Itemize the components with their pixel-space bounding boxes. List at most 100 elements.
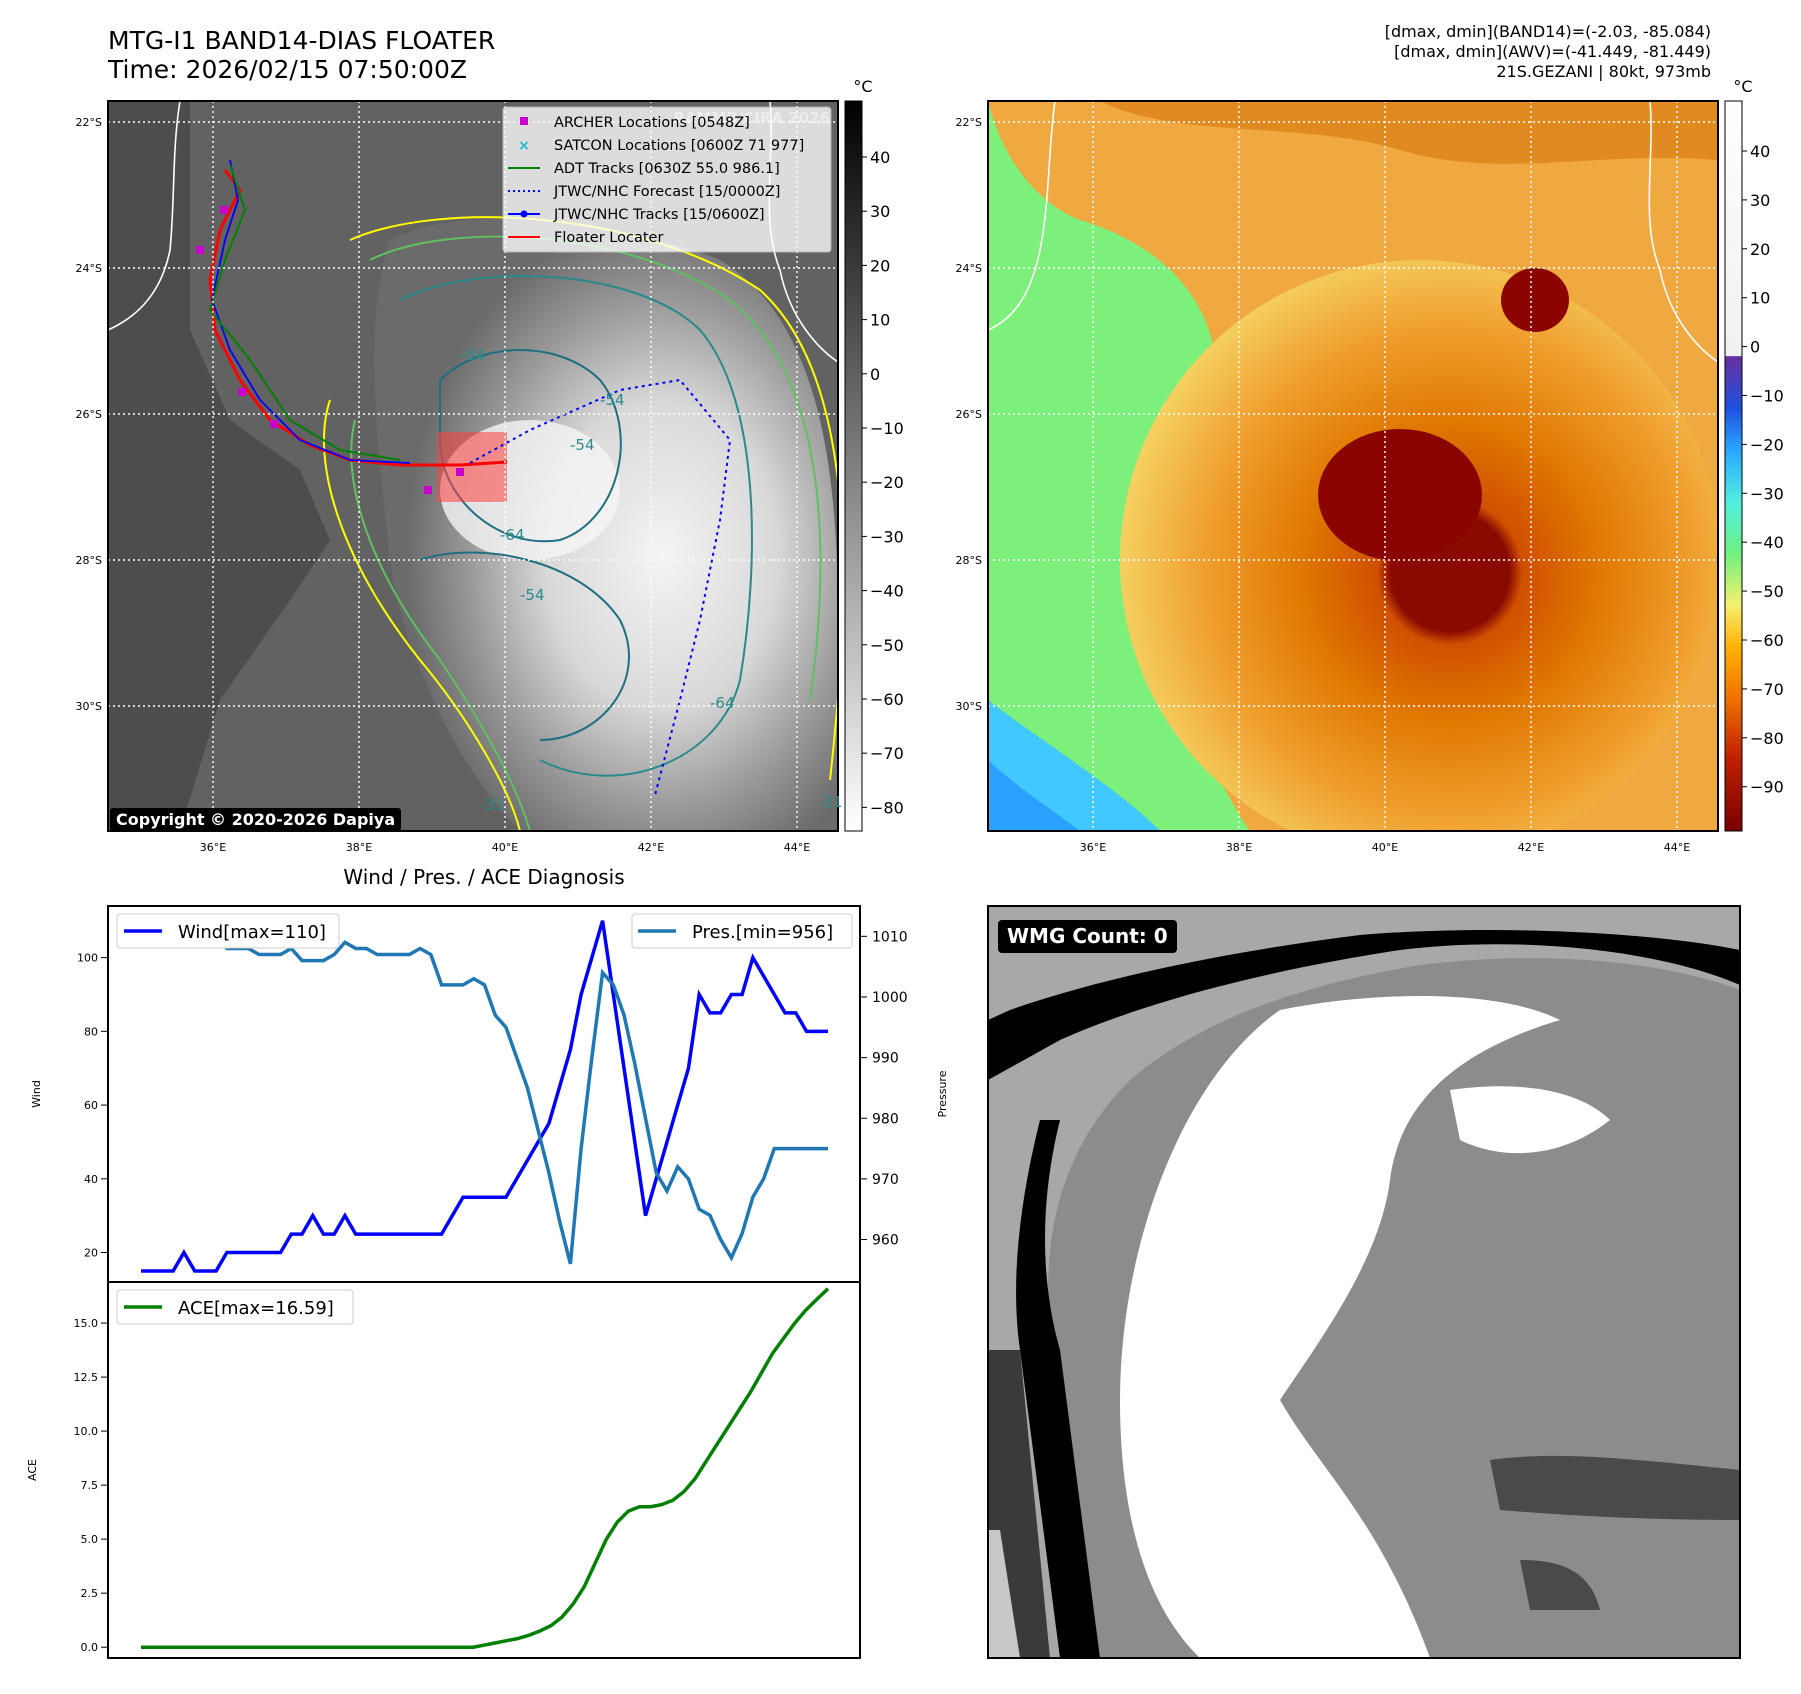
- lon-label: 44°E: [784, 841, 810, 854]
- lon-label: 42°E: [638, 841, 664, 854]
- lat-label: 26°S: [956, 408, 982, 421]
- ace-legend: ACE[max=16.59]: [116, 1289, 354, 1325]
- y-tick-label: 60: [84, 1099, 98, 1112]
- contour-label: -54: [600, 391, 625, 409]
- ir-colorbar-unit: °C: [853, 77, 872, 96]
- wmg-frame: [987, 905, 1741, 1659]
- dot-line-icon: [508, 210, 540, 218]
- jtwc-track: [211, 159, 411, 464]
- ace-axis-label: ACE: [26, 1459, 39, 1481]
- colorbar-tick-label: 0: [870, 365, 880, 384]
- legend-label: SATCON Locations [0600Z 71 977]: [554, 138, 804, 154]
- colorbar-tick-label: −50: [870, 636, 904, 655]
- colorbar-tick-label: 0: [1750, 338, 1760, 357]
- contour-label: -64: [500, 526, 525, 544]
- y-tick-label: 20: [84, 1247, 98, 1260]
- lat-label: 26°S: [76, 408, 102, 421]
- y-tick-label: 15.0: [74, 1317, 99, 1330]
- legend-item: Floater Locater: [508, 230, 663, 246]
- awv-colorbar-unit: °C: [1733, 77, 1752, 96]
- colorbar-tick-label: −20: [870, 473, 904, 492]
- ace-chart: 0.0 2.5 5.0 7.5 10.0 12.5 15.0 ACE ACE[max=16.59…: [26, 1281, 861, 1659]
- archer-markers: [196, 206, 464, 494]
- colorbar-tick-label: −80: [1750, 729, 1784, 748]
- lat-label: 22°S: [76, 116, 102, 129]
- lat-label: 24°S: [76, 262, 102, 275]
- y-right-tick-label: 960: [872, 1233, 899, 1249]
- legend-label: JTWC/NHC Tracks [15/0600Z]: [553, 207, 765, 223]
- colorbar-tick-label: −70: [870, 744, 904, 763]
- header-left: MTG-I1 BAND14-DIAS FLOATER Time: 2026/02…: [108, 26, 495, 84]
- y-tick-label: 12.5: [74, 1371, 99, 1384]
- colorbar-tick-label: −30: [1750, 484, 1784, 503]
- colorbar-tick-label: −80: [870, 798, 904, 817]
- contour-label: -31: [818, 793, 843, 811]
- wind-pressure-chart: 20 40 60 80 100 960 970 980 990 1000 1010 Wind Press…: [30, 905, 949, 1283]
- colorbar-tick-label: 20: [870, 256, 890, 275]
- colorbar-tick-label: 30: [870, 202, 890, 221]
- legend-label: ARCHER Locations [0548Z]: [554, 115, 750, 131]
- legend-item: ADT Tracks [0630Z 55.0 986.1]: [508, 161, 780, 177]
- ir-colorbar: [844, 100, 863, 832]
- lat-label: 30°S: [76, 700, 102, 713]
- colorbar-tick-label: 10: [1750, 289, 1770, 308]
- lat-label: 28°S: [76, 554, 102, 567]
- floater-box: [437, 432, 507, 502]
- awv-panel: 22°S 24°S 26°S 28°S 30°S 36°E 38°E 40°E 42°E 44°…: [956, 77, 1784, 854]
- header-right: [dmax, dmin](BAND14)=(-2.03, -85.084) [d…: [1385, 22, 1711, 82]
- colorbar-tick-label: 30: [1750, 191, 1770, 210]
- contour-label: -64: [460, 346, 485, 364]
- wind-legend: Wind[max=110]: [116, 913, 340, 949]
- svg-text:×: ×: [518, 138, 530, 154]
- copyright-badge: Copyright © 2020-2026 Dapiya: [110, 808, 402, 831]
- contour-label: -54: [520, 586, 545, 604]
- floater-locater-track: [208, 169, 508, 467]
- wmg-panel: [987, 905, 1741, 1659]
- adt-track: [208, 164, 401, 461]
- colorbar-tick-label: −50: [1750, 582, 1784, 601]
- dmax-awv-text: [dmax, dmin](AWV)=(-41.449, -81.449): [1394, 42, 1711, 61]
- lat-label: 30°S: [956, 700, 982, 713]
- y-tick-label: 10.0: [74, 1425, 99, 1438]
- legend-label: ADT Tracks [0630Z 55.0 986.1]: [554, 161, 780, 177]
- lat-label: 28°S: [956, 554, 982, 567]
- legend-item: ARCHER Locations [0548Z]: [520, 115, 750, 131]
- colorbar-tick-label: −10: [1750, 387, 1784, 406]
- x-marker-icon: ×: [518, 138, 530, 154]
- y-tick-label: 40: [84, 1173, 98, 1186]
- legend-item: JTWC/NHC Tracks [15/0600Z]: [508, 207, 765, 223]
- diagnosis-title: Wind / Pres. / ACE Diagnosis: [343, 865, 624, 889]
- colorbar-tick-label: −40: [870, 582, 904, 601]
- colorbar-tick-label: 40: [1750, 142, 1770, 161]
- ace-series-line: [141, 1287, 830, 1649]
- legend-label: JTWC/NHC Forecast [15/0000Z]: [553, 184, 780, 200]
- ir-colorbar-ticks: 40 30 20 10 0 −10 −20 −30 −40 −50 −60 −70 −80: [862, 148, 904, 817]
- y-tick-label: 100: [77, 952, 98, 965]
- awv-colorbar-ticks: 40 30 20 10 0 −10 −20 −30 −40 −50 −60 −70 −80 −90: [1742, 142, 1784, 797]
- colorbar-tick-label: −10: [870, 419, 904, 438]
- y-right-tick-label: 970: [872, 1172, 899, 1188]
- lon-label: 40°E: [1372, 841, 1398, 854]
- lon-label: 36°E: [1080, 841, 1106, 854]
- y-tick-label: 80: [84, 1025, 98, 1038]
- colorbar-tick-label: 10: [870, 311, 890, 330]
- colorbar-tick-label: −60: [870, 690, 904, 709]
- contour-label: -64: [710, 694, 735, 712]
- lat-label: 22°S: [956, 116, 982, 129]
- figure-time: Time: 2026/02/15 07:50:00Z: [108, 55, 467, 84]
- awv-lat-labels: 22°S 24°S 26°S 28°S 30°S: [956, 116, 982, 713]
- lat-label: 24°S: [956, 262, 982, 275]
- storm-info-text: 21S.GEZANI | 80kt, 973mb: [1496, 62, 1711, 81]
- ace-legend-label: ACE[max=16.59]: [178, 1298, 334, 1319]
- y-tick-label: 7.5: [81, 1479, 99, 1492]
- y-tick-label: 5.0: [81, 1533, 99, 1546]
- pressure-legend-label: Pres.[min=956]: [692, 922, 833, 943]
- awv-lon-labels: 36°E 38°E 40°E 42°E 44°E: [1080, 841, 1690, 854]
- contour-label: -54: [570, 436, 595, 454]
- colorbar-tick-label: −60: [1750, 631, 1784, 650]
- awv-frame: [987, 100, 1719, 832]
- ir-map-lon-labels: 36°E 38°E 40°E 42°E 44°E: [200, 841, 810, 854]
- y-right-tick-label: 980: [872, 1111, 899, 1127]
